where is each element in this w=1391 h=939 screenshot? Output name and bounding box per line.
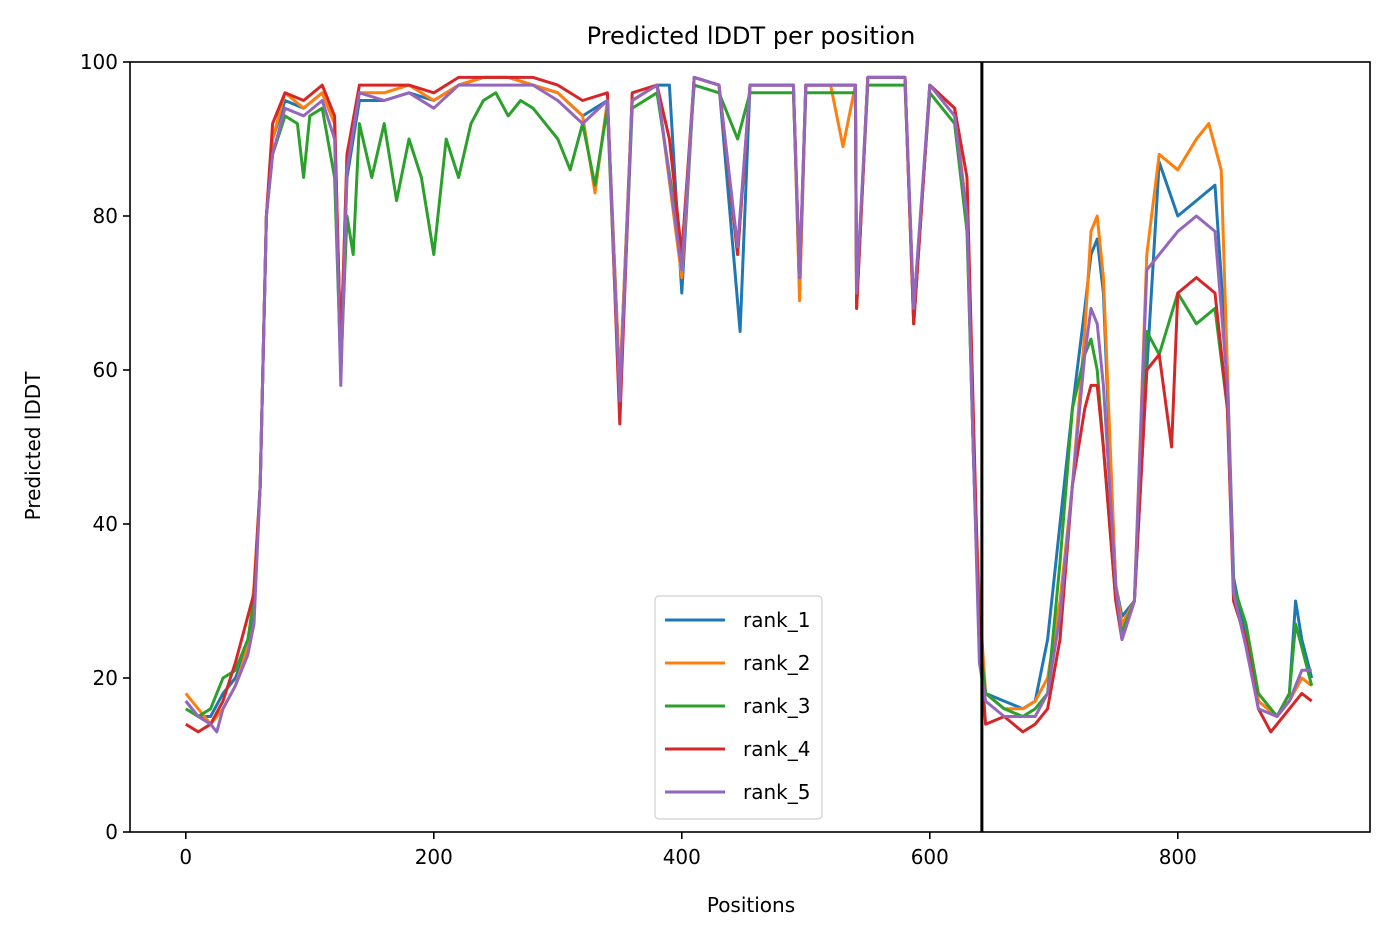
y-axis-title: Predicted lDDT xyxy=(21,371,45,521)
y-tick-label: 100 xyxy=(80,50,118,74)
legend-label-rank_1: rank_1 xyxy=(743,608,810,632)
legend-label-rank_2: rank_2 xyxy=(743,651,810,675)
x-axis-title: Positions xyxy=(707,893,795,917)
legend: rank_1 rank_2 rank_3 rank_4 rank_5 xyxy=(654,595,823,820)
legend-label-rank_5: rank_5 xyxy=(743,780,810,804)
axes-layer: 0 200 400 600 800 0 20 40 60 80 100 xyxy=(80,50,1371,869)
x-tick-label: 200 xyxy=(415,845,453,869)
y-tick-label: 0 xyxy=(105,820,118,844)
x-tick-label: 800 xyxy=(1159,845,1197,869)
chart-title: Predicted lDDT per position xyxy=(587,22,916,50)
legend-label-rank_4: rank_4 xyxy=(743,737,810,761)
series-line-rank_5 xyxy=(184,75,1312,734)
y-tick-label: 40 xyxy=(93,512,118,536)
legend-label-rank_3: rank_3 xyxy=(743,694,810,718)
series-layer xyxy=(184,75,1314,734)
axes-frame xyxy=(129,61,1371,833)
y-tick-label: 60 xyxy=(93,358,118,382)
y-tick-label: 20 xyxy=(93,666,118,690)
x-tick-label: 600 xyxy=(911,845,949,869)
legend-box xyxy=(654,595,823,820)
x-tick-label: 400 xyxy=(663,845,701,869)
y-tick-label: 80 xyxy=(93,204,118,228)
x-tick-label: 0 xyxy=(179,845,192,869)
